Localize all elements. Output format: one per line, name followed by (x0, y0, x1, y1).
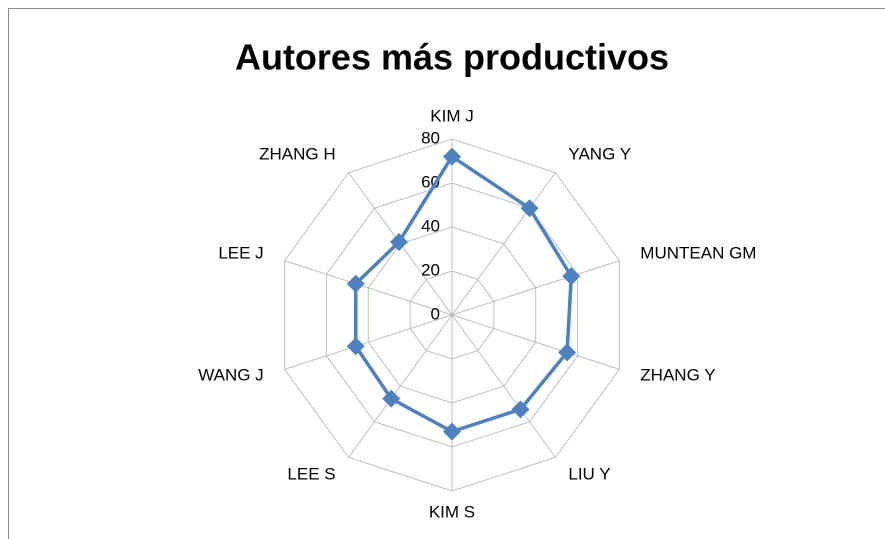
marker (558, 343, 577, 362)
spoke (451, 314, 620, 370)
marker (520, 199, 539, 218)
r-tick-label: 80 (421, 128, 440, 147)
category-label: KIM J (430, 106, 473, 125)
marker (382, 389, 401, 408)
category-label: KIM S (429, 502, 475, 521)
marker (443, 147, 461, 166)
spoke (284, 314, 453, 370)
r-tick-label: 20 (421, 260, 440, 279)
spoke (451, 314, 556, 458)
spoke (348, 314, 453, 458)
category-label: LEE J (218, 243, 263, 262)
chart-title: Autores más productivos (235, 37, 669, 78)
category-label: ZHANG Y (640, 366, 715, 385)
marker (346, 274, 365, 293)
spoke (451, 260, 620, 316)
r-tick-label: 0 (431, 304, 440, 323)
marker (443, 422, 461, 441)
category-label: LEE S (287, 465, 335, 484)
category-label: ZHANG H (259, 144, 336, 163)
marker (511, 400, 530, 419)
marker (389, 233, 408, 252)
marker (346, 337, 365, 356)
category-label: MUNTEAN GM (640, 243, 756, 262)
category-label: YANG Y (568, 144, 631, 163)
category-label: WANG J (198, 366, 263, 385)
spoke (284, 260, 453, 316)
marker (562, 267, 581, 286)
spoke (451, 172, 556, 316)
r-tick-label: 40 (421, 216, 440, 235)
category-label: LIU Y (568, 465, 610, 484)
chart-frame (8, 8, 885, 539)
